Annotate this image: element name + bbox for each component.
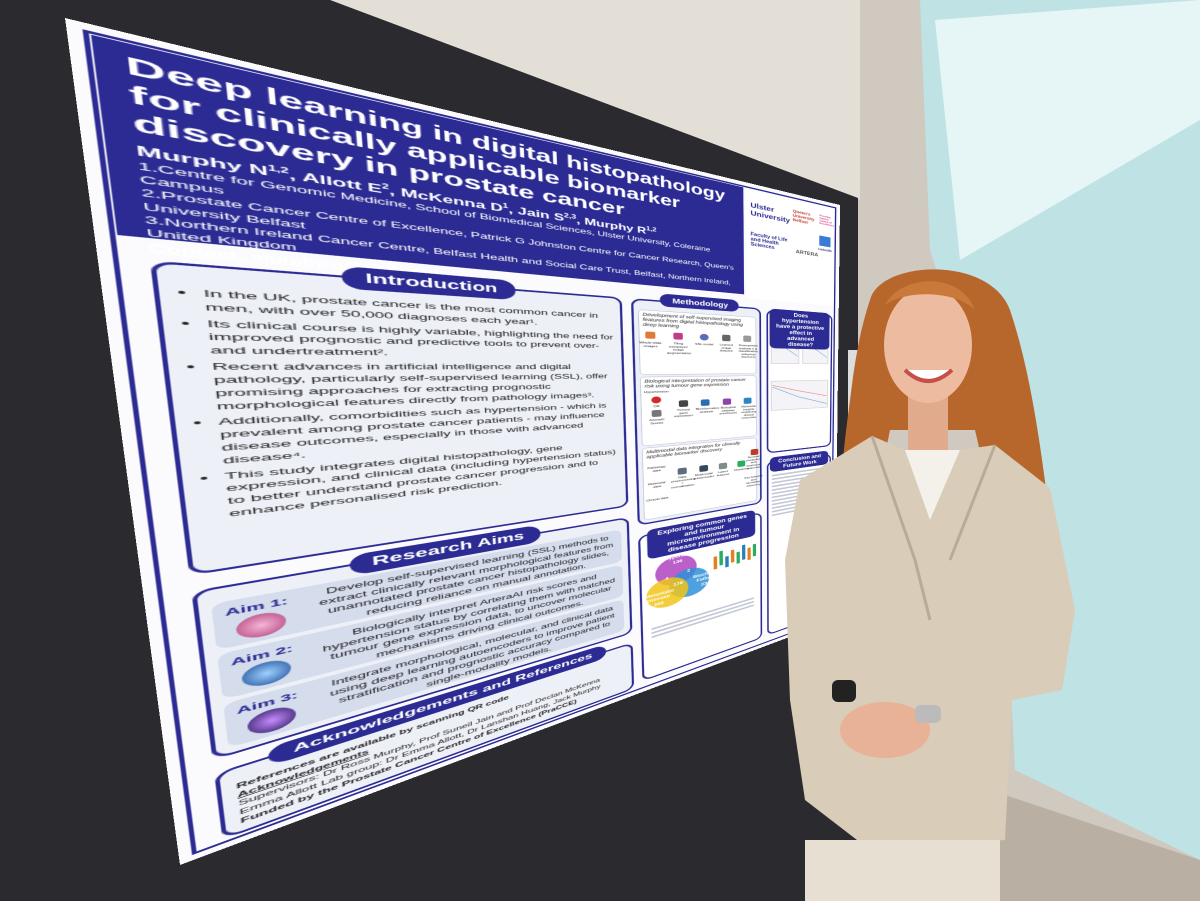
- glass-glare: [935, 0, 1200, 260]
- trousers: [805, 840, 1000, 901]
- smile: [903, 368, 954, 383]
- hands: [840, 702, 930, 758]
- top: [905, 450, 960, 520]
- floor: [990, 790, 1200, 901]
- lapels: [870, 435, 997, 621]
- watch: [832, 680, 856, 702]
- bracelet: [915, 705, 941, 723]
- face: [884, 287, 972, 403]
- hair-front: [885, 281, 975, 310]
